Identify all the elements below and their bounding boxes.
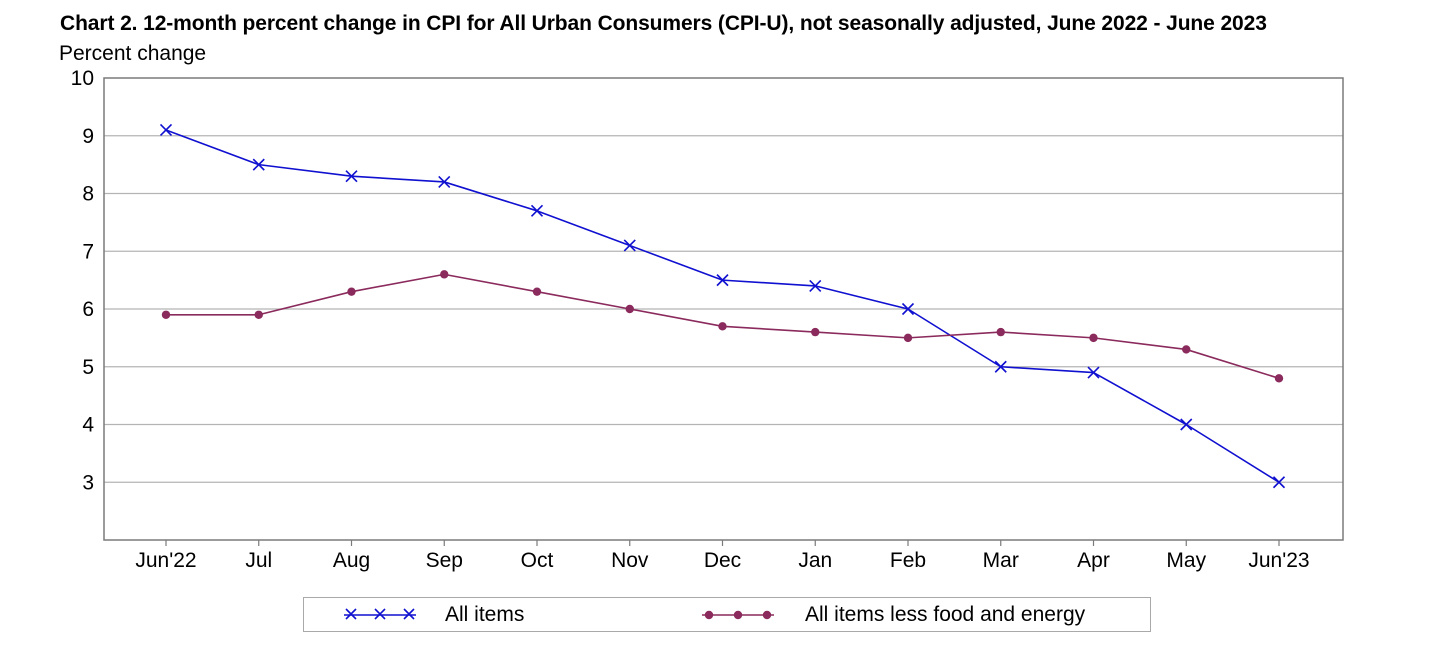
x-tick-label: Jun'23 [1248, 549, 1309, 572]
y-tick-label-7: 7 [82, 240, 94, 263]
data-point-dot-marker [161, 310, 171, 319]
x-tick-label: May [1166, 549, 1206, 572]
y-tick-label-9: 9 [82, 125, 94, 148]
x-axis-ticks: Jun'22 Jul Aug Sep Oct Nov Dec Jan Feb Mar Apr May J… [135, 540, 1310, 572]
data-point-dot-marker [347, 287, 356, 296]
data-point-x-marker [994, 360, 1007, 373]
data-point-x-marker [252, 158, 265, 171]
x-tick-label: Aug [333, 549, 370, 572]
y-tick-label-6: 6 [82, 298, 94, 321]
chart-title: Chart 2. 12-month percent change in CPI … [60, 12, 1267, 35]
data-point-x-marker [716, 274, 729, 287]
x-tick-label: Jun'22 [135, 549, 196, 572]
data-point-x-marker [623, 239, 636, 252]
legend-label-core: All items less food and energy [805, 602, 1086, 626]
data-point-dot-marker [718, 322, 727, 331]
data-point-dot-marker [440, 270, 449, 279]
data-point-dot-marker [1089, 333, 1098, 343]
grid-lines [104, 135, 1343, 483]
series-0 [159, 123, 1286, 489]
data-point-x-marker [809, 279, 822, 292]
plot-area [103, 77, 1344, 541]
series-layer [159, 123, 1286, 489]
data-point-x-marker [1272, 476, 1286, 489]
data-point-dot-marker [1274, 374, 1284, 383]
x-marker-line-icon [344, 607, 416, 620]
x-tick-label: Sep [426, 549, 463, 572]
data-point-dot-marker [903, 333, 913, 343]
data-point-x-marker [159, 123, 173, 137]
data-point-x-marker [1087, 366, 1100, 379]
data-point-x-marker [1180, 418, 1193, 431]
x-tick-label: Nov [611, 549, 649, 572]
series-1 [161, 270, 1284, 383]
y-tick-label-3: 3 [82, 471, 94, 494]
data-point-x-marker [901, 302, 915, 316]
y-axis-ticks: 3 4 5 6 7 8 9 10 [71, 67, 95, 494]
data-point-x-marker [438, 175, 451, 189]
x-tick-label: Oct [521, 549, 554, 572]
data-point-dot-marker [996, 327, 1005, 337]
x-tick-label: Feb [890, 549, 926, 572]
data-point-x-marker [530, 204, 544, 217]
dot-marker-line-icon [702, 610, 774, 619]
x-tick-label: Mar [983, 549, 1019, 572]
y-axis-title: Percent change [59, 42, 207, 65]
legend-item-core: All items less food and energy [700, 598, 1085, 631]
data-point-x-marker [345, 170, 358, 183]
x-tick-label: Jan [798, 549, 832, 572]
x-tick-label: Jul [245, 549, 272, 572]
y-tick-label-8: 8 [82, 183, 94, 206]
data-point-dot-marker [811, 327, 820, 337]
y-tick-label-5: 5 [82, 356, 94, 379]
legend-label-all-items: All items [445, 602, 525, 626]
data-point-dot-marker [254, 310, 263, 319]
data-point-dot-marker [1182, 345, 1191, 354]
data-point-dot-marker [625, 304, 634, 314]
legend-item-all-items: All items [342, 598, 524, 631]
data-point-dot-marker [532, 287, 542, 296]
y-tick-label-4: 4 [82, 414, 94, 437]
x-tick-label: Dec [704, 549, 741, 572]
x-tick-label: Apr [1077, 549, 1110, 572]
y-tick-label-10: 10 [71, 67, 94, 90]
legend: All items All items less food and energy [303, 597, 1151, 632]
series-line-0 [165, 129, 1280, 483]
